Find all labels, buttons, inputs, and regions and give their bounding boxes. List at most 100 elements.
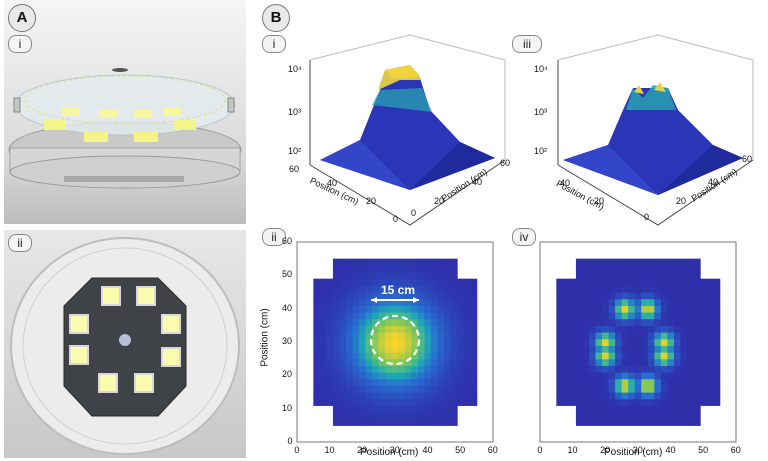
x-tick-label: 10: [324, 445, 335, 455]
heatmap-cell: [346, 418, 354, 426]
heatmap-cell: [667, 392, 675, 400]
heatmap-cell: [313, 365, 321, 373]
heatmap-cell: [673, 292, 682, 300]
heatmap-cell: [667, 418, 675, 426]
heatmap-cell: [457, 332, 465, 340]
heatmap-cell: [437, 378, 445, 386]
heatmap-cell: [634, 405, 642, 413]
heatmap-cell: [589, 312, 597, 320]
heatmap-cell: [628, 398, 636, 406]
heatmap-cell: [608, 338, 616, 346]
heatmap-cell: [569, 398, 577, 406]
heatmap-cell: [417, 332, 425, 340]
heatmap-cell: [313, 398, 321, 406]
heatmap-cell: [332, 285, 341, 293]
heatmap-cell: [411, 338, 419, 346]
heatmap-cell: [417, 365, 425, 373]
heatmap-cell: [457, 358, 465, 366]
heatmap-cell: [569, 305, 577, 313]
heatmap-cell: [339, 378, 347, 386]
heatmap-cell: [556, 365, 564, 373]
heatmap-cell: [372, 352, 380, 360]
heatmap-cell: [660, 352, 668, 360]
heatmap-cell: [391, 298, 399, 306]
heatmap-cell: [457, 298, 465, 306]
heatmap-cell: [693, 378, 701, 386]
x-tick-label: 30: [389, 445, 400, 455]
heatmap-cell: [450, 405, 458, 413]
heatmap-cell: [417, 285, 425, 293]
heatmap-cell: [615, 298, 623, 306]
heatmap-cell: [313, 312, 321, 320]
heatmap-cell: [602, 405, 610, 413]
heatmap-cell: [444, 352, 452, 360]
heatmap-cell: [608, 318, 616, 326]
heatmap-cell: [608, 372, 616, 380]
heatmap-cell: [391, 418, 399, 426]
heatmap-cell: [437, 325, 445, 333]
heatmap-cell: [556, 358, 564, 366]
heatmap-cell: [615, 285, 623, 293]
heatmap-cell: [589, 398, 597, 406]
heatmap-cell: [693, 332, 701, 340]
heatmap-cell: [457, 372, 465, 380]
heatmap-cell: [582, 385, 590, 393]
heatmap-cell: [411, 365, 419, 373]
heatmap-cell: [562, 332, 570, 340]
heatmap-cell: [673, 412, 682, 420]
heatmap-cell: [463, 352, 471, 360]
heatmap-cell: [463, 392, 471, 400]
heatmap-cell: [385, 278, 393, 286]
heatmap-cell: [628, 332, 636, 340]
heatmap-cell: [385, 345, 393, 353]
heatmap-cell: [332, 378, 341, 386]
heatmap-cell: [641, 372, 649, 380]
heatmap-cell: [417, 372, 425, 380]
heatmap-cell: [326, 345, 334, 353]
heatmap-cell: [680, 345, 688, 353]
heatmap-cell: [326, 312, 334, 320]
heatmap-cell: [313, 345, 321, 353]
heatmap-cell: [700, 312, 708, 320]
heatmap-cell: [365, 272, 373, 280]
heatmap-cell: [687, 285, 695, 293]
heatmap-cell: [700, 385, 708, 393]
heatmap-cell: [444, 372, 452, 380]
heatmap-cell: [641, 298, 649, 306]
heatmap-cell: [687, 278, 695, 286]
y-tick-label: 30: [282, 336, 293, 346]
heatmap-cell: [589, 345, 597, 353]
heatmap-cell: [339, 338, 347, 346]
y-tick-0-i: 0: [411, 208, 417, 218]
heatmap-cell: [595, 365, 603, 373]
heatmap-cell: [457, 392, 465, 400]
heatmap-cell: [569, 292, 577, 300]
heatmap-cell: [470, 305, 478, 313]
heatmap-cell: [411, 312, 419, 320]
heatmap-cell: [378, 392, 386, 400]
heatmap-cell: [430, 265, 439, 273]
heatmap-cell: [575, 365, 584, 373]
heatmap-cell: [352, 292, 360, 300]
heatmap-cell: [634, 258, 642, 266]
heatmap-iv-xlabel: Position (cm): [604, 447, 663, 458]
heatmap-cell: [660, 285, 668, 293]
heatmap-cell: [654, 352, 662, 360]
heatmap-cell: [608, 278, 616, 286]
heatmap-cell: [654, 378, 662, 386]
heatmap-cell: [470, 352, 478, 360]
heatmap-cell: [667, 258, 675, 266]
heatmap-cell: [352, 418, 360, 426]
heatmap-cell: [457, 318, 465, 326]
y-tick-60-i: 60: [500, 158, 511, 168]
heatmap-cell: [556, 278, 564, 286]
heatmap-cell: [706, 385, 714, 393]
heatmap-cell: [463, 312, 471, 320]
heatmap-cell: [326, 392, 334, 400]
heatmap-cell: [385, 272, 393, 280]
heatmap-cell: [346, 265, 354, 273]
heatmap-cell: [608, 292, 616, 300]
heatmap-cell: [602, 372, 610, 380]
heatmap-cell: [430, 298, 439, 306]
heatmap-cell: [628, 345, 636, 353]
